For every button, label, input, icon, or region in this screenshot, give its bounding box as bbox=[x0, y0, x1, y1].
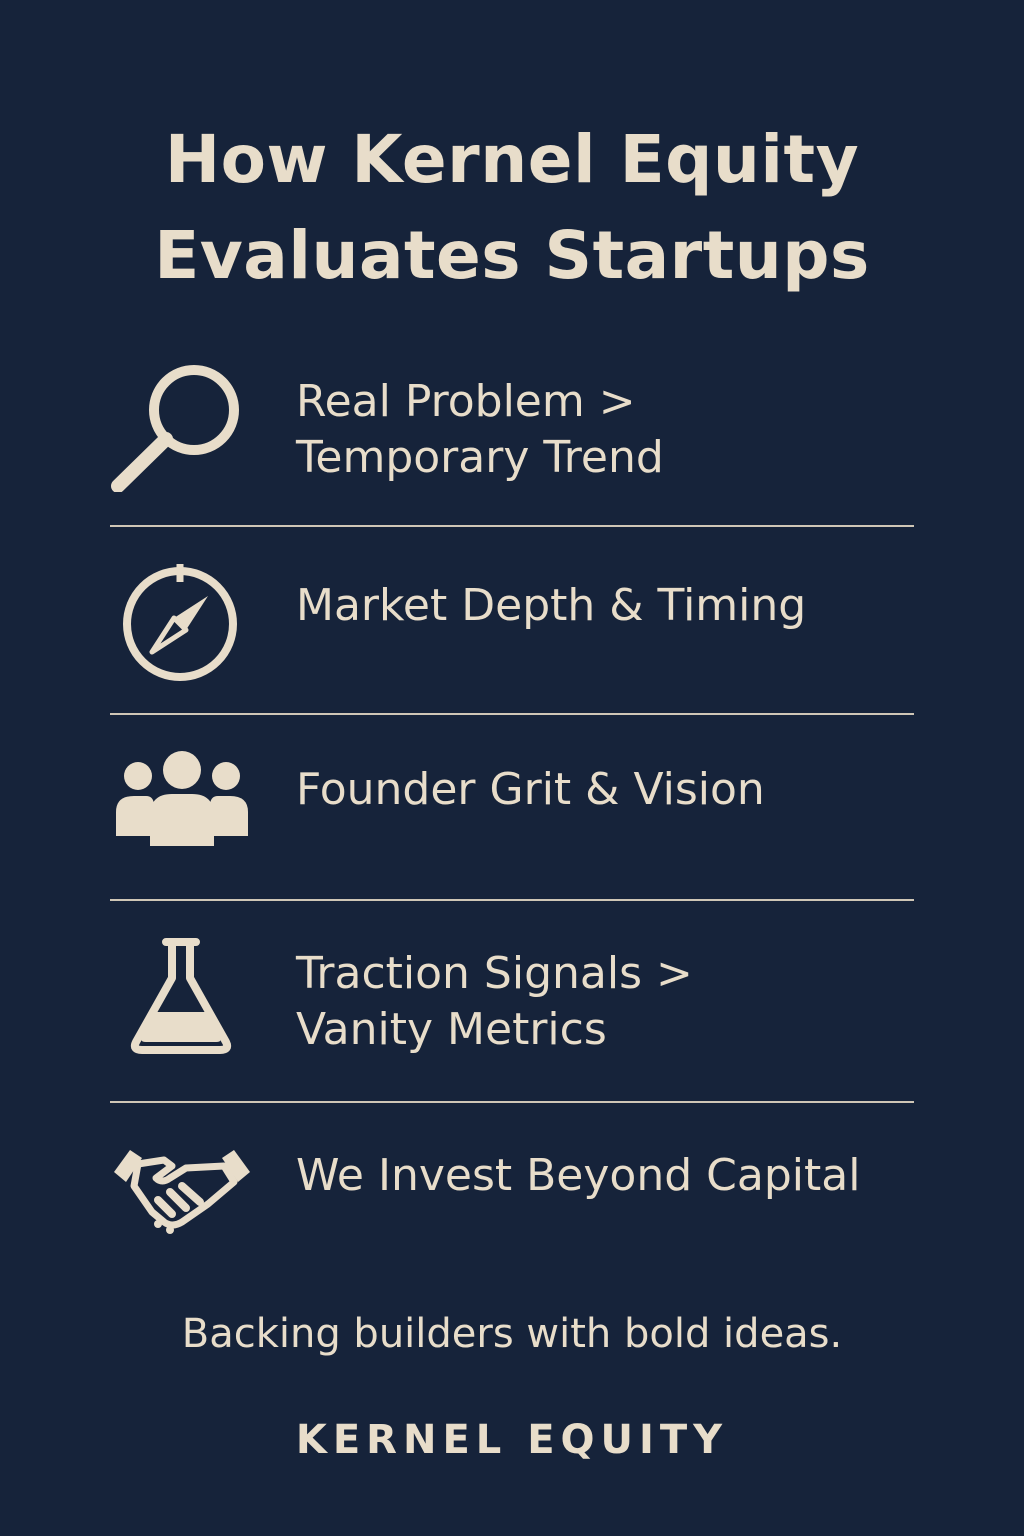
title-line-2: Evaluates Startups bbox=[154, 217, 870, 294]
criterion-traction-signals: Traction Signals > Vanity Metrics bbox=[110, 930, 914, 1070]
criterion-founder-grit: Founder Grit & Vision bbox=[110, 744, 914, 864]
brand-wordmark: KERNEL EQUITY bbox=[295, 1417, 729, 1463]
magnifying-glass-icon bbox=[110, 360, 242, 492]
criterion-market-depth: Market Depth & Timing bbox=[110, 556, 914, 686]
compass-icon bbox=[120, 560, 242, 682]
criterion-invest-beyond: We Invest Beyond Capital bbox=[110, 1132, 914, 1252]
divider bbox=[110, 1101, 914, 1103]
people-group-icon bbox=[116, 750, 248, 850]
criterion-label: We Invest Beyond Capital bbox=[296, 1150, 861, 1201]
divider bbox=[110, 899, 914, 901]
divider bbox=[110, 713, 914, 715]
tagline: Backing builders with bold ideas. bbox=[181, 1311, 843, 1357]
page-title: How Kernel Equity Evaluates Startups bbox=[0, 112, 1024, 304]
flask-icon bbox=[130, 934, 234, 1056]
criterion-label: Founder Grit & Vision bbox=[296, 764, 765, 815]
criterion-label: Traction Signals > Vanity Metrics bbox=[296, 948, 693, 1055]
divider bbox=[110, 525, 914, 527]
criterion-label: Real Problem > Temporary Trend bbox=[296, 376, 664, 483]
title-line-1: How Kernel Equity bbox=[164, 121, 860, 198]
criterion-label: Market Depth & Timing bbox=[296, 580, 807, 631]
criterion-real-problem: Real Problem > Temporary Trend bbox=[110, 356, 914, 496]
handshake-icon bbox=[112, 1142, 252, 1238]
